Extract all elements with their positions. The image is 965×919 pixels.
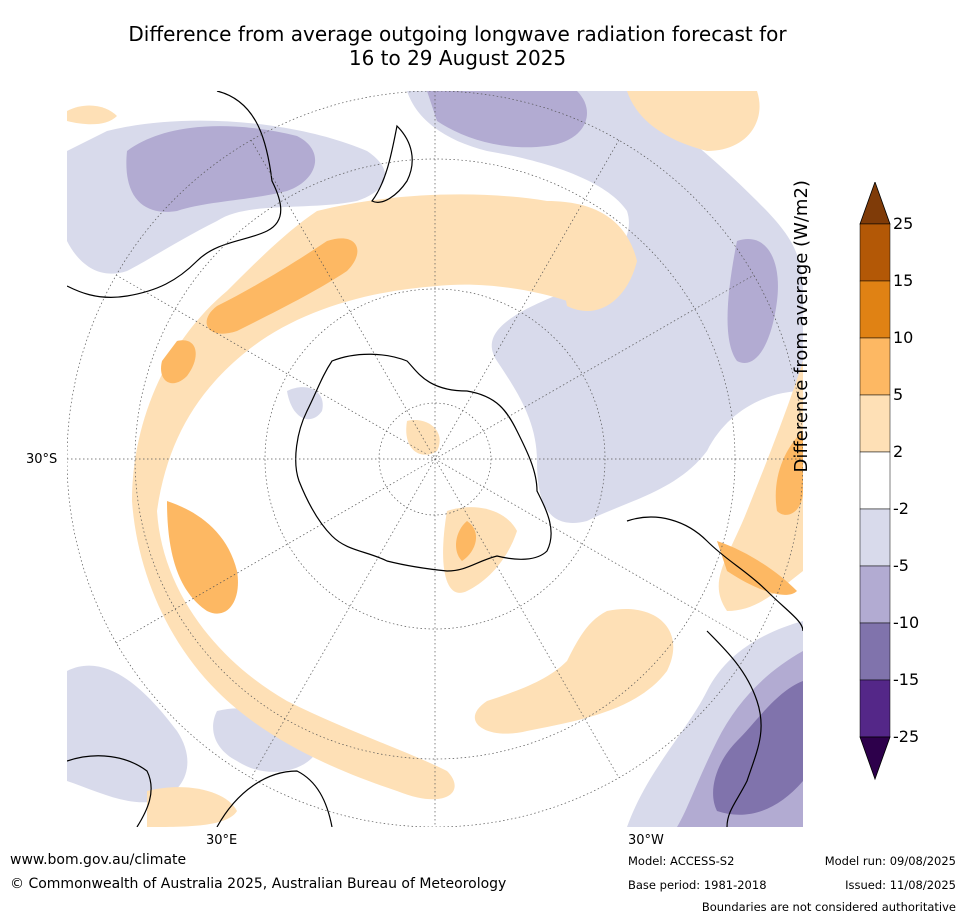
colorbar-title: Difference from average (W/m2) — [790, 180, 812, 473]
colorbar-band-neg15-neg25 — [859, 679, 891, 738]
africa-outline — [67, 755, 333, 827]
colorbar-over-arrow — [859, 180, 891, 225]
footer-issued: Issued: 11/08/2025 — [845, 878, 956, 892]
colorbar-tick-neg2: -2 — [893, 499, 909, 518]
footer-disclaimer: Boundaries are not considered authoritat… — [701, 900, 956, 914]
colorbar-band-neutral — [859, 451, 891, 510]
australia-outline — [67, 91, 282, 298]
colorbar-band-10-15 — [859, 280, 891, 339]
footer-model-run: Model run: 09/08/2025 — [824, 854, 956, 868]
antarctica-outline — [295, 353, 552, 572]
colorbar-tick-5: 5 — [893, 385, 904, 404]
colorbar-band-neg5-neg10 — [859, 565, 891, 624]
colorbar-tick-neg10: -10 — [893, 613, 920, 632]
lon-label-30e: 30°E — [206, 833, 238, 848]
south-america-outline — [626, 516, 803, 827]
graticule — [67, 91, 803, 827]
new-zealand-outline — [371, 124, 413, 203]
coastlines — [67, 91, 803, 827]
colorbar-band-5-10 — [859, 337, 891, 396]
colorbar-tick-2: 2 — [893, 442, 904, 461]
footer-website: www.bom.gov.au/climate — [10, 852, 187, 868]
positive-anomaly-light — [67, 91, 803, 827]
colorbar-band-2-5 — [859, 394, 891, 453]
colorbar-band-15-25 — [859, 223, 891, 282]
colorbar-tick-10: 10 — [893, 328, 914, 347]
map-svg — [67, 91, 803, 827]
title-line-2: 16 to 29 August 2025 — [348, 46, 567, 70]
colorbar-tick-neg25: -25 — [893, 727, 920, 746]
polar-map — [67, 91, 803, 827]
lat-label-30s: 30°S — [26, 452, 58, 467]
footer-base-period: Base period: 1981-2018 — [628, 878, 767, 892]
colorbar-band-neg10-neg15 — [859, 622, 891, 681]
lon-label-30w: 30°W — [628, 833, 664, 848]
colorbar-svg — [859, 180, 891, 781]
footer-model: Model: ACCESS-S2 — [628, 854, 735, 868]
colorbar-tick-25: 25 — [893, 214, 914, 233]
colorbar-tick-15: 15 — [893, 271, 914, 290]
colorbar — [855, 180, 895, 782]
colorbar-under-arrow — [859, 736, 891, 781]
positive-anomaly-medium — [161, 238, 803, 614]
map-title: Difference from average outgoing longwav… — [60, 22, 855, 70]
colorbar-tick-neg5: -5 — [893, 556, 909, 575]
title-line-1: Difference from average outgoing longwav… — [128, 22, 787, 46]
colorbar-band-neg2-neg5 — [859, 508, 891, 567]
colorbar-tick-neg15: -15 — [893, 670, 920, 689]
footer-copyright: © Commonwealth of Australia 2025, Austra… — [10, 876, 507, 892]
